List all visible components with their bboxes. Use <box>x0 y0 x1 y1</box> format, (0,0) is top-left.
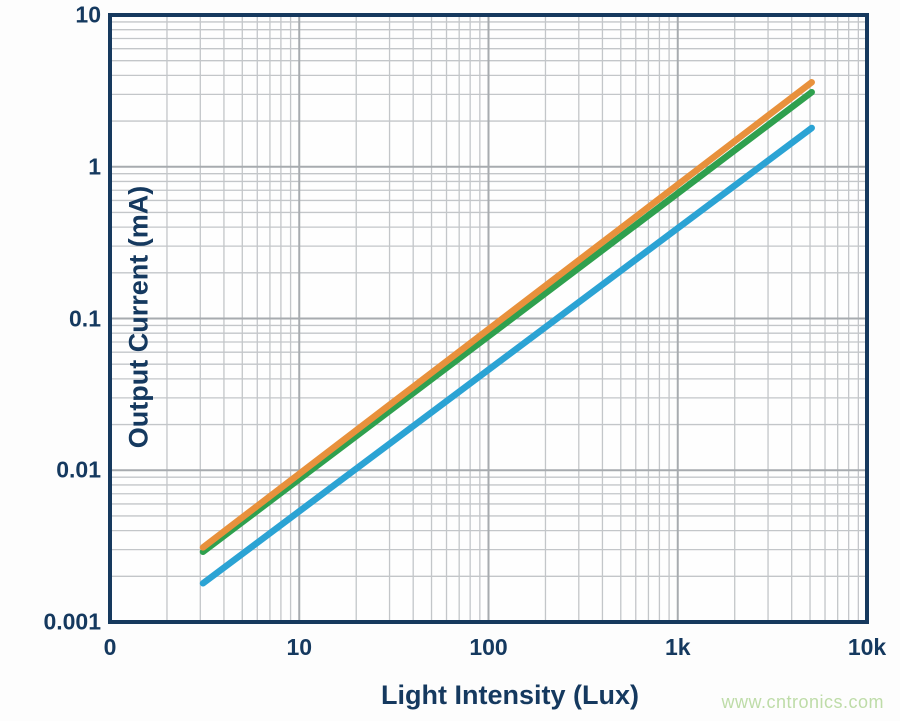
x-tick-label: 1k <box>664 634 691 660</box>
x-tick-label: 10k <box>847 634 887 660</box>
y-tick-label: 0.1 <box>69 305 101 331</box>
x-tick-label: 100 <box>469 634 508 660</box>
x-tick-label: 0 <box>103 634 117 660</box>
blue-line <box>199 124 815 587</box>
y-tick-label: 1 <box>88 153 101 180</box>
plot-frame <box>108 13 869 624</box>
x-axis-title: Light Intensity (Lux) <box>381 680 639 710</box>
watermark-text: www.cntronics.com <box>721 692 884 712</box>
green-line <box>199 88 815 556</box>
y-tick-label: 10 <box>75 1 101 28</box>
y-axis-title: Output Current (mA) <box>123 185 154 449</box>
y-tick-label: 0.001 <box>43 608 101 635</box>
x-tick-label: 10 <box>286 634 313 660</box>
orange-line <box>199 79 815 551</box>
y-tick-label: 0.01 <box>56 456 101 483</box>
